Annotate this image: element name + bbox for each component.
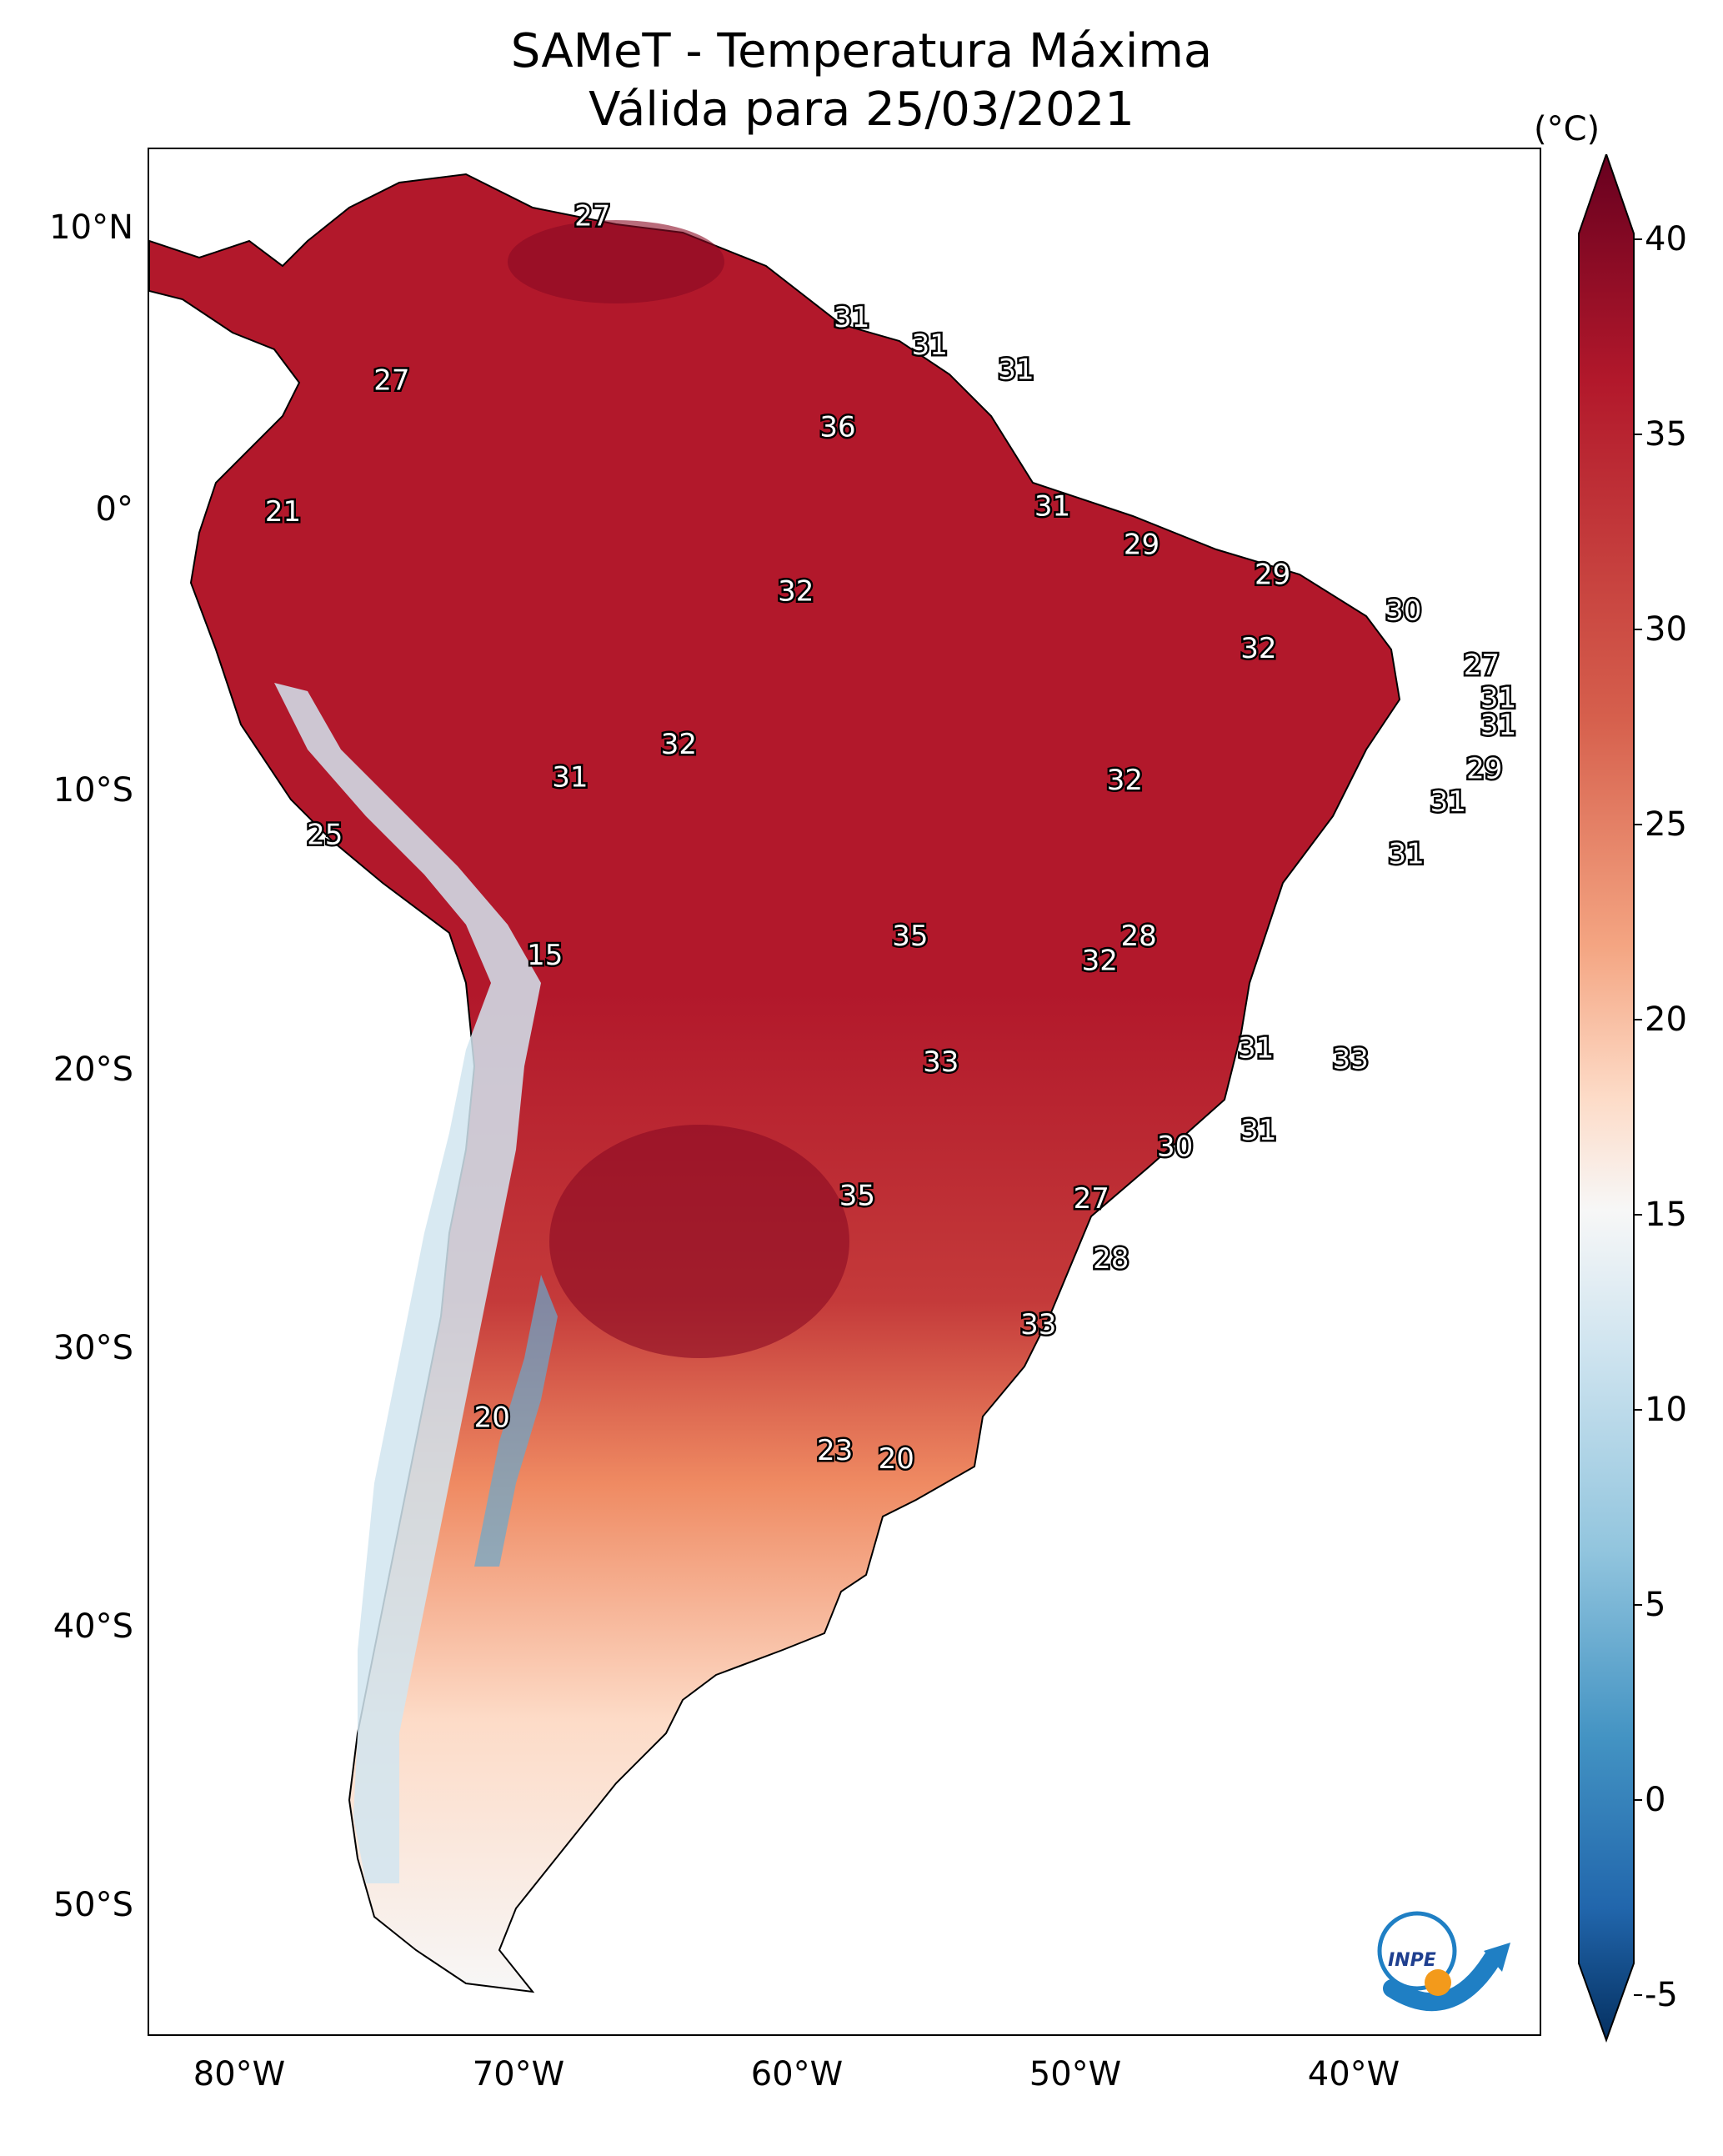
map-area: 27 27 31 31 31 36 21 31 29 29 32 30 32 27 31 31 32 31 32 29…	[148, 148, 1541, 2036]
temperature-point-label: 30	[1157, 1131, 1193, 1164]
hot-core-chaco	[549, 1125, 849, 1358]
colorbar-tick-label: 40	[1645, 220, 1687, 258]
map-title: SAMeT - Temperatura Máxima	[510, 24, 1213, 78]
temperature-point-label: 31	[1034, 490, 1070, 524]
lon-tick-label: 50°W	[1029, 2055, 1122, 2093]
andes-cool-band	[274, 683, 541, 1883]
temperature-point-label: 29	[1255, 559, 1290, 592]
colorbar-tick-label: 5	[1645, 1586, 1666, 1624]
temperature-point-label: 27	[1464, 649, 1500, 682]
temperature-point-label: 35	[839, 1180, 875, 1213]
temperature-point-label: 30	[1385, 594, 1421, 627]
temperature-point-label: 33	[1333, 1043, 1369, 1076]
temperature-point-label: 29	[1124, 529, 1160, 562]
temperature-point-label: 31	[1480, 709, 1516, 742]
temperature-point-label: 32	[1082, 944, 1118, 977]
lat-tick-label: 30°S	[53, 1329, 133, 1367]
logo-text: INPE	[1388, 1950, 1436, 1971]
lat-tick-label: 40°S	[53, 1607, 133, 1646]
colorbar-tick-label: 25	[1645, 805, 1687, 844]
colorbar-tick-label: 0	[1645, 1781, 1666, 1819]
colorbar	[1578, 154, 1635, 2043]
temperature-point-label: 31	[1480, 681, 1516, 714]
lon-tick-label: 40°W	[1307, 2055, 1400, 2093]
lon-tick-label: 70°W	[472, 2055, 565, 2093]
lat-tick-label: 10°S	[53, 771, 133, 810]
hot-core-north	[508, 220, 724, 303]
colorbar-tick-label: -5	[1645, 1976, 1678, 2014]
temperature-point-label: 27	[373, 364, 409, 398]
temperature-point-label: 20	[474, 1401, 510, 1435]
temperature-point-label: 20	[879, 1442, 914, 1476]
colorbar-tick-label: 30	[1645, 610, 1687, 649]
temperature-point-label: 29	[1466, 753, 1502, 786]
temperature-point-label: 33	[1020, 1308, 1056, 1341]
temperature-point-label: 35	[892, 920, 928, 953]
temperature-point-label: 31	[552, 761, 588, 795]
temperature-point-label: 27	[574, 200, 610, 233]
colorbar-unit: (°C)	[1534, 110, 1600, 148]
lat-tick-label: 50°S	[53, 1886, 133, 1924]
andes-blue-core	[474, 1275, 558, 1567]
temperature-point-label: 32	[1107, 764, 1143, 797]
temperature-point-label: 36	[819, 410, 855, 444]
temperature-point-label: 31	[998, 353, 1034, 386]
temperature-point-label: 31	[834, 301, 869, 334]
temperature-point-label: 31	[1238, 1032, 1274, 1065]
lon-tick-label: 60°W	[750, 2055, 844, 2093]
lat-tick-label: 20°S	[53, 1050, 133, 1089]
temperature-point-label: 32	[661, 728, 697, 761]
colorbar-tick-label: 20	[1645, 1000, 1687, 1039]
south-america-landmass	[149, 173, 1401, 1993]
temperature-point-label: 21	[265, 495, 301, 529]
temperature-point-label: 28	[1120, 920, 1156, 953]
temperature-point-label: 32	[1240, 632, 1276, 665]
lat-tick-label: 0°	[95, 490, 133, 529]
temperature-point-label: 27	[1074, 1182, 1109, 1216]
inpe-logo: INPE	[1377, 1911, 1510, 2012]
temperature-point-label: 15	[527, 939, 563, 972]
colorbar-tick-label: 10	[1645, 1391, 1687, 1429]
lon-tick-label: 80°W	[193, 2055, 286, 2093]
colorbar-tick-label: 15	[1645, 1196, 1687, 1234]
temperature-point-label: 28	[1093, 1242, 1129, 1276]
temperature-point-label: 31	[1388, 837, 1424, 870]
colorbar-tick-label: 35	[1645, 415, 1687, 454]
temperature-point-label: 32	[778, 574, 814, 608]
temperature-point-label: 25	[307, 818, 343, 851]
temperature-point-label: 33	[923, 1045, 959, 1079]
lat-tick-label: 10°N	[49, 208, 133, 247]
temperature-point-label: 31	[912, 328, 948, 362]
map-subtitle-date: Válida para 25/03/2021	[589, 83, 1134, 137]
temperature-point-label: 23	[817, 1434, 853, 1467]
temperature-point-label: 31	[1240, 1114, 1276, 1147]
temperature-point-label: 31	[1430, 785, 1466, 819]
